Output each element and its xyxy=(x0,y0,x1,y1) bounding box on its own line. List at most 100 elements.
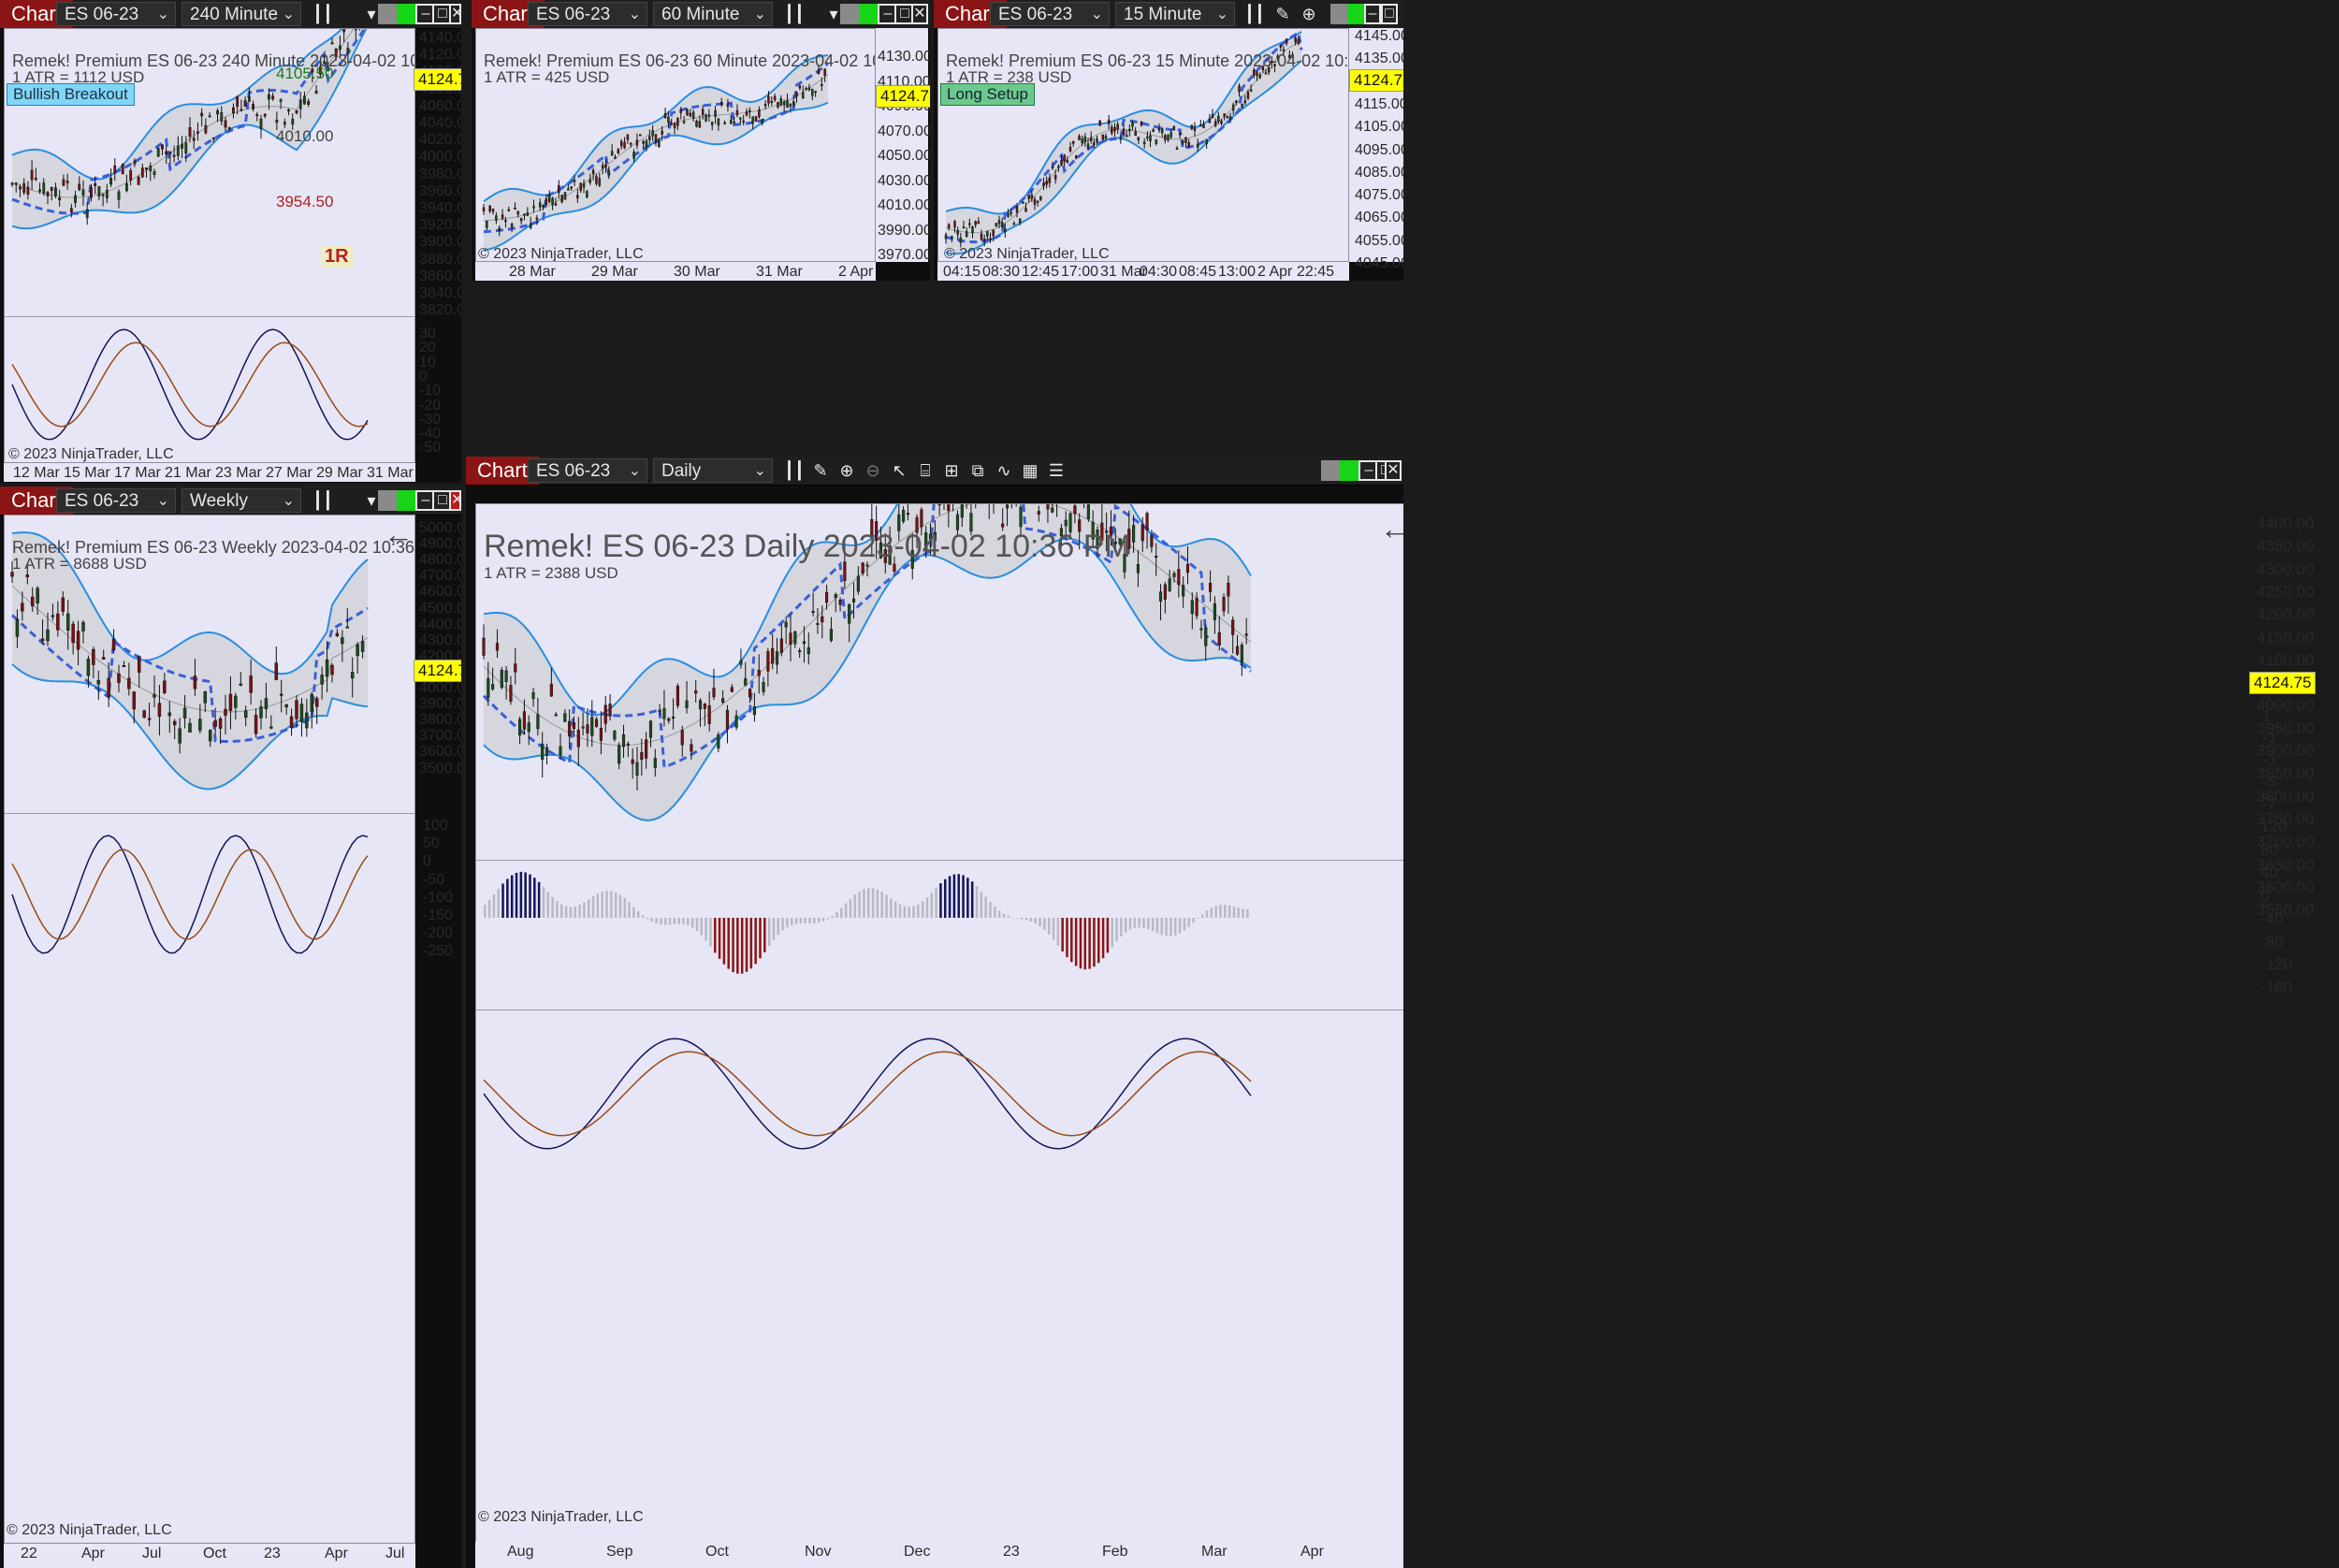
link-gray-button[interactable] xyxy=(840,4,861,24)
histogram-bar xyxy=(583,902,586,918)
close-button[interactable]: ✕ xyxy=(1385,460,1402,481)
interval-selector[interactable]: 60 Minute ⌄ xyxy=(653,2,773,26)
minimize-button[interactable]: – xyxy=(1364,4,1381,24)
maximize-button[interactable]: □ xyxy=(1381,4,1398,24)
axis-tick-label: -5 xyxy=(2262,773,2277,791)
bar-style-icon[interactable]: ┃┃ xyxy=(312,5,333,23)
candle-body xyxy=(752,705,756,716)
link-green-button[interactable] xyxy=(1340,460,1360,481)
toolbar-overflow-icon[interactable]: ▾ xyxy=(367,5,376,23)
instrument-selector[interactable]: ES 06-23 ⌄ xyxy=(56,2,176,26)
zoom-in-icon[interactable]: ⊕ xyxy=(1301,5,1316,23)
instrument-selector[interactable]: ES 06-23 ⌄ xyxy=(528,2,647,26)
price-panel[interactable]: Remek! Premium ES 06-23 240 Minute 2023-… xyxy=(4,28,415,463)
atr-label: 1 ATR = 238 USD xyxy=(946,68,1072,86)
instrument-selector[interactable]: ES 06-23 ⌄ xyxy=(56,488,176,513)
price-axis[interactable]: 4130.004110.004090.004070.004050.004030.… xyxy=(876,28,930,263)
link-green-button[interactable] xyxy=(397,4,417,24)
candle-body xyxy=(763,104,767,107)
back-arrow-icon[interactable]: ← xyxy=(384,517,414,551)
last-price-tag: 4124.75 xyxy=(1349,69,1403,92)
histogram-bar xyxy=(984,896,987,918)
interval-selector[interactable]: Daily ⌄ xyxy=(653,458,773,483)
histogram-bar xyxy=(813,918,816,923)
drawing-objects-icon[interactable]: ⧉ xyxy=(971,461,984,480)
candle-body xyxy=(937,504,941,506)
chart-label[interactable]: Chart xyxy=(466,457,539,485)
candle-body xyxy=(529,223,532,228)
instrument-selector[interactable]: ES 06-23 ⌄ xyxy=(528,458,647,483)
interval-selector[interactable]: 240 Minute ⌄ xyxy=(182,2,301,26)
candle-body xyxy=(519,217,523,222)
pencil-icon[interactable]: ✎ xyxy=(813,461,828,480)
time-axis[interactable]: 22 Apr Jul Oct 23 Apr Jul xyxy=(4,1544,415,1568)
candle-body xyxy=(176,145,180,156)
candle-body xyxy=(142,710,146,719)
axis-tick-label: 4115.00 xyxy=(1355,95,1403,112)
histogram-bar xyxy=(844,903,848,918)
link-green-button[interactable] xyxy=(397,490,417,511)
interval-selector[interactable]: 15 Minute ⌄ xyxy=(1115,2,1235,26)
close-button[interactable]: ✕ xyxy=(911,4,928,24)
interval-selector[interactable]: Weekly ⌄ xyxy=(182,488,301,513)
time-axis[interactable]: 12 Mar 15 Mar 17 Mar 21 Mar 23 Mar 27 Mar 29 M… xyxy=(4,463,415,482)
time-axis[interactable]: 04:15 08:30 12:45 17:00 31 Mar 04:30 08:45 13:0… xyxy=(937,262,1349,281)
indicators-icon[interactable]: ∿ xyxy=(996,461,1011,480)
axis-tick-label: -150 xyxy=(423,907,454,923)
candle-body xyxy=(691,111,695,120)
data-box-icon[interactable]: ⌸ xyxy=(920,461,931,480)
price-panel[interactable]: Remek! Premium ES 06-23 15 Minute 2023-0… xyxy=(937,28,1349,262)
bar-style-icon[interactable]: ┃┃ xyxy=(312,491,333,510)
candle-body xyxy=(327,66,330,71)
properties-icon[interactable]: ☰ xyxy=(1048,461,1065,480)
toolbar-overflow-icon[interactable]: ▾ xyxy=(829,5,838,23)
axis-tick-label: 22:45 xyxy=(1297,264,1335,280)
price-panel[interactable]: Remek! Premium ES 06-23 Weekly 2023-04-0… xyxy=(4,515,415,1544)
back-arrow-icon[interactable]: ← xyxy=(1380,512,1403,546)
histogram-bar xyxy=(596,893,600,918)
candle-body xyxy=(545,197,548,205)
zoom-out-icon[interactable]: ⊖ xyxy=(865,461,880,480)
link-green-button[interactable] xyxy=(859,4,879,24)
candle-body xyxy=(1046,504,1050,510)
candle-body xyxy=(1010,211,1012,214)
strategies-icon[interactable]: ▦ xyxy=(1022,461,1039,480)
pencil-icon[interactable]: ✎ xyxy=(1275,5,1290,23)
close-button[interactable]: ✕ xyxy=(449,490,461,511)
link-gray-button[interactable] xyxy=(1321,460,1342,481)
candle-body xyxy=(133,160,137,165)
toolbar-overflow-icon[interactable]: ▾ xyxy=(367,491,376,510)
atr-label: 1 ATR = 2388 USD xyxy=(484,564,618,582)
bar-style-icon[interactable]: ┃┃ xyxy=(1244,5,1265,23)
link-gray-button[interactable] xyxy=(378,4,399,24)
axis-tick-label: 4145.00 xyxy=(1355,28,1403,44)
candle-body xyxy=(1163,584,1167,600)
link-gray-button[interactable] xyxy=(1330,4,1347,24)
time-axis[interactable]: 28 Mar 29 Mar 30 Mar 31 Mar 2 Apr xyxy=(475,262,876,281)
minimize-button[interactable]: – xyxy=(1358,460,1379,481)
chart-title: Remek! Premium ES 06-23 15 Minute 2023-0… xyxy=(946,51,1349,70)
histogram-bar xyxy=(957,874,960,918)
price-axis[interactable]: 4140.004120.004100.004080.004060.004040.… xyxy=(417,28,461,463)
link-gray-button[interactable] xyxy=(378,490,399,511)
candle-body xyxy=(667,719,671,721)
candle-body xyxy=(784,621,788,628)
price-axis[interactable]: 4145.004135.004125.004115.004105.004095.… xyxy=(1349,28,1403,271)
zoom-in-icon[interactable]: ⊕ xyxy=(839,461,854,480)
chart-trader-icon[interactable]: ⊞ xyxy=(944,461,959,480)
link-green-button[interactable] xyxy=(1347,4,1364,24)
price-panel[interactable]: Remek! ES 06-23 Daily 2023-04-02 10:36 P… xyxy=(475,503,1403,1551)
pointer-icon[interactable]: ↖ xyxy=(892,461,907,480)
candle-body xyxy=(924,532,928,552)
histogram-bar xyxy=(578,905,581,918)
instrument-selector[interactable]: ES 06-23 ⌄ xyxy=(990,2,1110,26)
bar-style-icon[interactable]: ┃┃ xyxy=(784,461,805,480)
price-panel[interactable]: Remek! Premium ES 06-23 60 Minute 2023-0… xyxy=(475,28,876,262)
lower-band-line xyxy=(11,663,369,791)
close-button[interactable]: ✕ xyxy=(449,4,461,24)
price-axis[interactable]: 4400.00 4350.00 4300.00 4250.00 4200.00 4150.… xyxy=(1877,503,2339,1551)
bar-style-icon[interactable]: ┃┃ xyxy=(784,5,805,23)
candle-body xyxy=(252,104,254,109)
time-axis[interactable]: Aug Sep Oct Nov Dec 23 Feb Mar Apr xyxy=(475,1542,1403,1568)
candle-body xyxy=(287,109,290,112)
